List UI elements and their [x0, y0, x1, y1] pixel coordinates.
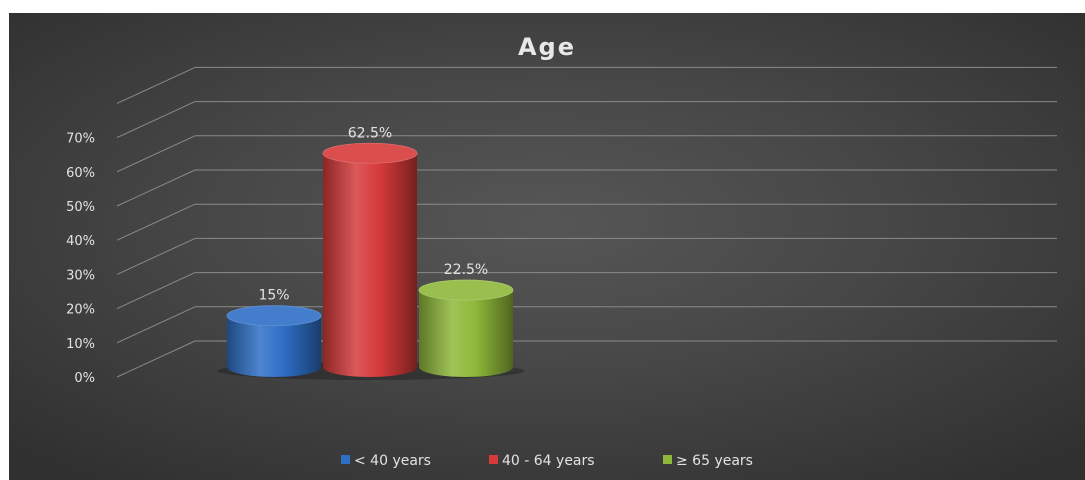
chart-title: Age	[518, 33, 576, 61]
legend: < 40 years 40 - 64 years ≥ 65 years	[341, 453, 753, 469]
legend-label: < 40 years	[354, 453, 431, 469]
legend-swatch	[663, 455, 672, 464]
legend-item: < 40 years	[341, 453, 431, 469]
gridline	[116, 66, 1057, 104]
legend-swatch	[341, 455, 350, 464]
bar	[322, 142, 418, 377]
y-axis-ticks: 0% 10% 20% 30% 40% 50% 60% 70%	[66, 132, 95, 386]
y-tick-label: 30%	[66, 268, 95, 283]
bars	[217, 142, 525, 380]
data-label: 22.5%	[444, 262, 488, 278]
age-chart: Age 0% 10% 20% 30% 40% 50% 60% 70% 15% 62.5% 22.5…	[66, 33, 1057, 469]
y-tick-label: 10%	[66, 337, 95, 352]
gridline	[116, 101, 1057, 139]
legend-item: 40 - 64 years	[489, 453, 595, 469]
data-label: 15%	[258, 288, 289, 304]
legend-item: ≥ 65 years	[663, 453, 753, 469]
y-tick-label: 20%	[66, 303, 95, 318]
y-tick-label: 60%	[66, 166, 95, 181]
gridline	[116, 135, 1057, 173]
bar	[226, 305, 322, 377]
gridline	[116, 237, 1057, 275]
y-tick-label: 40%	[66, 234, 95, 249]
y-tick-label: 50%	[66, 200, 95, 215]
y-tick-label: 0%	[74, 371, 95, 386]
y-tick-label: 70%	[66, 132, 95, 147]
data-labels: 15% 62.5% 22.5%	[258, 125, 488, 303]
legend-label: 40 - 64 years	[502, 453, 595, 469]
gridline	[116, 169, 1057, 207]
gridline	[116, 203, 1057, 241]
legend-label: ≥ 65 years	[676, 453, 753, 469]
bar	[418, 279, 514, 377]
legend-swatch	[489, 455, 498, 464]
data-label: 62.5%	[348, 125, 392, 141]
chart-area: Age 0% 10% 20% 30% 40% 50% 60% 70% 15% 62.5% 22.5…	[9, 13, 1085, 480]
